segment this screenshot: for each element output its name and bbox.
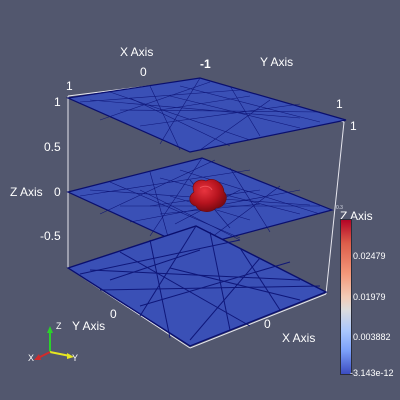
colorbar-tick-1: 0.02479 bbox=[353, 251, 386, 261]
x-tick-0-top: 0 bbox=[140, 65, 147, 79]
y-tick-0-bottom: 0 bbox=[110, 307, 117, 321]
z-tick-0: 0 bbox=[54, 185, 61, 199]
z-tick-1: 1 bbox=[54, 95, 61, 109]
z-tick-1-right: 1 bbox=[350, 119, 357, 133]
x-axis-title-top: X Axis bbox=[120, 45, 154, 59]
x-tick-neg1-top: -1 bbox=[200, 57, 211, 71]
y-axis-title-top: Y Axis bbox=[260, 55, 294, 69]
triad-x-label: X bbox=[28, 353, 35, 363]
colorbar-tick-2: 0.01979 bbox=[353, 292, 386, 302]
colorbar-tick-4: -3.143e-12 bbox=[350, 368, 394, 378]
y-tick-1-top: 1 bbox=[66, 79, 73, 93]
x-axis-title-bottom: X Axis bbox=[282, 331, 316, 345]
slice-plane-bottom bbox=[66, 225, 328, 347]
isosurface-blob bbox=[189, 179, 227, 212]
x-tick-0-bottom: 0 bbox=[264, 317, 271, 331]
mid-right-tick: 1 bbox=[336, 97, 343, 111]
z-axis-title: Z Axis bbox=[10, 185, 43, 199]
colorbar-tick-3: 0.003882 bbox=[353, 332, 391, 342]
slice-plane-top bbox=[65, 77, 347, 153]
z-tick-neg-0-5: -0.5 bbox=[40, 229, 61, 243]
y-axis-title-bottom: Y Axis bbox=[72, 319, 106, 333]
orientation-triad bbox=[34, 326, 74, 360]
colorbar-gradient bbox=[340, 219, 352, 375]
triad-y-label: Y bbox=[72, 353, 79, 363]
z-tick-0-5: 0.5 bbox=[44, 140, 61, 154]
triad-z-label: Z bbox=[56, 321, 62, 331]
colorbar-top-label: 0.3 bbox=[336, 205, 343, 211]
